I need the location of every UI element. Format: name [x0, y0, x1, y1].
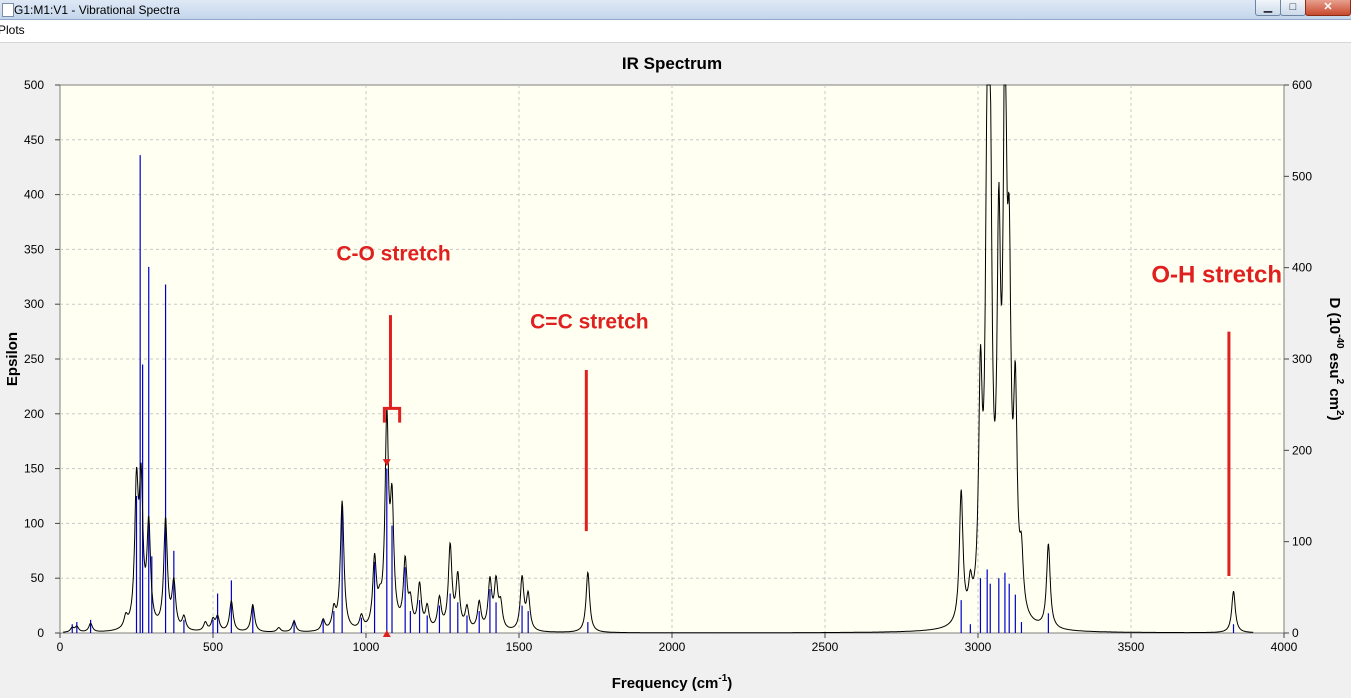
- y-axis-label: Epsilon: [4, 332, 21, 386]
- y2-tick-label: 200: [1292, 443, 1312, 457]
- y-tick-label: 0: [37, 626, 44, 640]
- y-tick-label: 250: [24, 352, 44, 366]
- selected-mode-marker: [382, 459, 391, 467]
- annotation-label: C=C stretch: [530, 310, 648, 333]
- y-tick-label: 500: [24, 78, 44, 92]
- x-tick-label: 3500: [1118, 640, 1145, 654]
- y2-tick-label: 300: [1292, 352, 1312, 366]
- y-tick-label: 50: [31, 571, 45, 585]
- window-title: G1:M1:V1 - Vibrational Spectra: [14, 3, 180, 17]
- close-button[interactable]: ✕: [1305, 0, 1351, 16]
- x-tick-label: 1000: [353, 640, 380, 654]
- minimize-button[interactable]: ▁: [1255, 0, 1281, 16]
- y2-axis-label: D (10-40 esu2 cm2): [1326, 297, 1345, 420]
- annotation-bracket: [382, 406, 402, 423]
- chart-area: 0 500 1000 1500 2000 2500 3000 3500 4000 0 50 100 15…: [0, 43, 1351, 698]
- y2-tick-label: 100: [1292, 535, 1312, 549]
- spectrum-line: [63, 84, 1254, 634]
- menu-plots[interactable]: Plots: [0, 23, 25, 37]
- selected-mode-axis-marker: [382, 630, 391, 637]
- app-icon: [2, 3, 14, 17]
- annotation-label: C-O stretch: [336, 242, 450, 265]
- y-tick-label: 300: [24, 297, 44, 311]
- y2-tick-label: 600: [1292, 78, 1312, 92]
- y2-tick-label: 0: [1292, 626, 1299, 640]
- x-tick-label: 2500: [812, 640, 839, 654]
- x-tick-label: 4000: [1271, 640, 1298, 654]
- maximize-button[interactable]: □: [1280, 0, 1306, 16]
- x-tick-label: 0: [57, 640, 64, 654]
- x-tick-label: 2000: [659, 640, 686, 654]
- x-axis-label: Frequency (cm-1): [612, 673, 733, 692]
- y-tick-label: 150: [24, 462, 44, 476]
- y-tick-label: 200: [24, 407, 44, 421]
- y-tick-label: 450: [24, 133, 44, 147]
- y2-tick-label: 500: [1292, 169, 1312, 183]
- x-tick-label: 3000: [965, 640, 992, 654]
- ir-spectrum-chart[interactable]: 0 500 1000 1500 2000 2500 3000 3500 400005010015…: [0, 43, 1351, 698]
- y2-tick-label: 400: [1292, 261, 1312, 275]
- y-tick-label: 350: [24, 242, 44, 256]
- menu-bar: Plots: [0, 20, 1351, 43]
- chart-title: IR Spectrum: [622, 54, 722, 73]
- y-tick-label: 400: [24, 188, 44, 202]
- window-titlebar: G1:M1:V1 - Vibrational Spectra ▁ □ ✕: [0, 0, 1351, 20]
- y-tick-label: 100: [24, 516, 44, 530]
- x-tick-label: 500: [203, 640, 223, 654]
- x-tick-label: 1500: [506, 640, 533, 654]
- annotation-label: O-H stretch: [1151, 261, 1282, 288]
